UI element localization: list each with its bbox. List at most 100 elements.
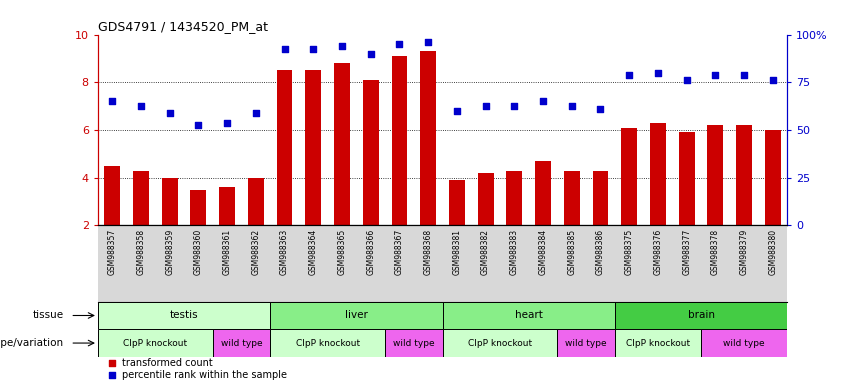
Point: [507, 103, 521, 109]
Text: GSM988361: GSM988361: [223, 229, 231, 275]
Point: [277, 46, 291, 52]
Point: [335, 43, 349, 50]
Point: [536, 98, 550, 104]
Bar: [271, 329, 385, 357]
Point: [306, 46, 320, 52]
Point: [766, 77, 780, 83]
Text: wild type: wild type: [393, 339, 435, 348]
Text: GSM988381: GSM988381: [453, 229, 461, 275]
Text: tissue: tissue: [32, 311, 63, 321]
Bar: [707, 125, 723, 225]
Text: heart: heart: [515, 311, 543, 321]
Point: [249, 110, 263, 116]
Bar: [765, 130, 780, 225]
Text: GSM988375: GSM988375: [625, 229, 634, 275]
Bar: [420, 51, 436, 225]
Text: GSM988364: GSM988364: [309, 229, 317, 275]
Bar: [736, 125, 752, 225]
Text: ClpP knockout: ClpP knockout: [625, 339, 690, 348]
Text: GSM988379: GSM988379: [740, 229, 749, 275]
Text: GSM988366: GSM988366: [366, 229, 375, 275]
Point: [737, 72, 751, 78]
Bar: [363, 80, 379, 225]
Text: GSM988360: GSM988360: [194, 229, 203, 275]
Text: wild type: wild type: [565, 339, 607, 348]
Text: GSM988383: GSM988383: [510, 229, 519, 275]
Text: GSM988365: GSM988365: [338, 229, 346, 275]
Point: [105, 359, 118, 366]
Text: GSM988362: GSM988362: [251, 229, 260, 275]
Point: [106, 98, 119, 104]
Text: wild type: wild type: [723, 339, 765, 348]
Text: GDS4791 / 1434520_PM_at: GDS4791 / 1434520_PM_at: [98, 20, 268, 33]
Text: liver: liver: [345, 311, 368, 321]
Bar: [271, 302, 443, 329]
Text: percentile rank within the sample: percentile rank within the sample: [122, 371, 287, 381]
Point: [622, 72, 636, 78]
Bar: [535, 161, 551, 225]
Bar: [220, 187, 235, 225]
Point: [105, 372, 118, 379]
Text: GSM988377: GSM988377: [683, 229, 691, 275]
Point: [651, 70, 665, 76]
Text: ClpP knockout: ClpP knockout: [468, 339, 532, 348]
Text: brain: brain: [688, 311, 715, 321]
Point: [680, 77, 694, 83]
Text: GSM988380: GSM988380: [768, 229, 777, 275]
Bar: [306, 70, 321, 225]
Point: [163, 110, 176, 116]
Point: [479, 103, 493, 109]
Text: genotype/variation: genotype/variation: [0, 338, 63, 348]
Bar: [443, 329, 557, 357]
Text: GSM988382: GSM988382: [481, 229, 490, 275]
Bar: [248, 178, 264, 225]
Bar: [679, 132, 694, 225]
Text: GSM988376: GSM988376: [654, 229, 662, 275]
Point: [134, 103, 148, 109]
Bar: [621, 127, 637, 225]
Bar: [133, 170, 149, 225]
Text: GSM988368: GSM988368: [424, 229, 432, 275]
Text: testis: testis: [169, 311, 198, 321]
Bar: [334, 63, 350, 225]
Text: ClpP knockout: ClpP knockout: [123, 339, 187, 348]
Bar: [701, 329, 787, 357]
Point: [421, 39, 435, 45]
Bar: [614, 302, 787, 329]
Text: GSM988367: GSM988367: [395, 229, 404, 275]
Bar: [449, 180, 465, 225]
Bar: [443, 302, 614, 329]
Text: GSM988363: GSM988363: [280, 229, 289, 275]
Bar: [650, 123, 665, 225]
Text: ClpP knockout: ClpP knockout: [295, 339, 360, 348]
Bar: [477, 173, 494, 225]
Point: [709, 72, 722, 78]
Text: GSM988359: GSM988359: [165, 229, 174, 275]
Bar: [506, 170, 523, 225]
Bar: [592, 170, 608, 225]
Text: wild type: wild type: [220, 339, 262, 348]
Point: [191, 122, 205, 128]
Point: [594, 106, 608, 112]
Point: [392, 41, 406, 47]
Bar: [98, 329, 213, 357]
Text: GSM988358: GSM988358: [136, 229, 146, 275]
Bar: [557, 329, 614, 357]
Point: [364, 51, 378, 57]
Bar: [385, 329, 443, 357]
Bar: [614, 329, 701, 357]
Bar: [213, 329, 271, 357]
Text: GSM988378: GSM988378: [711, 229, 720, 275]
Bar: [391, 56, 408, 225]
Text: GSM988357: GSM988357: [108, 229, 117, 275]
Point: [450, 108, 464, 114]
Text: transformed count: transformed count: [122, 358, 213, 367]
Bar: [191, 190, 206, 225]
Text: GSM988385: GSM988385: [568, 229, 576, 275]
Point: [220, 120, 234, 126]
Bar: [98, 302, 271, 329]
Text: GSM988384: GSM988384: [539, 229, 547, 275]
Bar: [564, 170, 580, 225]
Bar: [105, 166, 120, 225]
Bar: [277, 70, 293, 225]
